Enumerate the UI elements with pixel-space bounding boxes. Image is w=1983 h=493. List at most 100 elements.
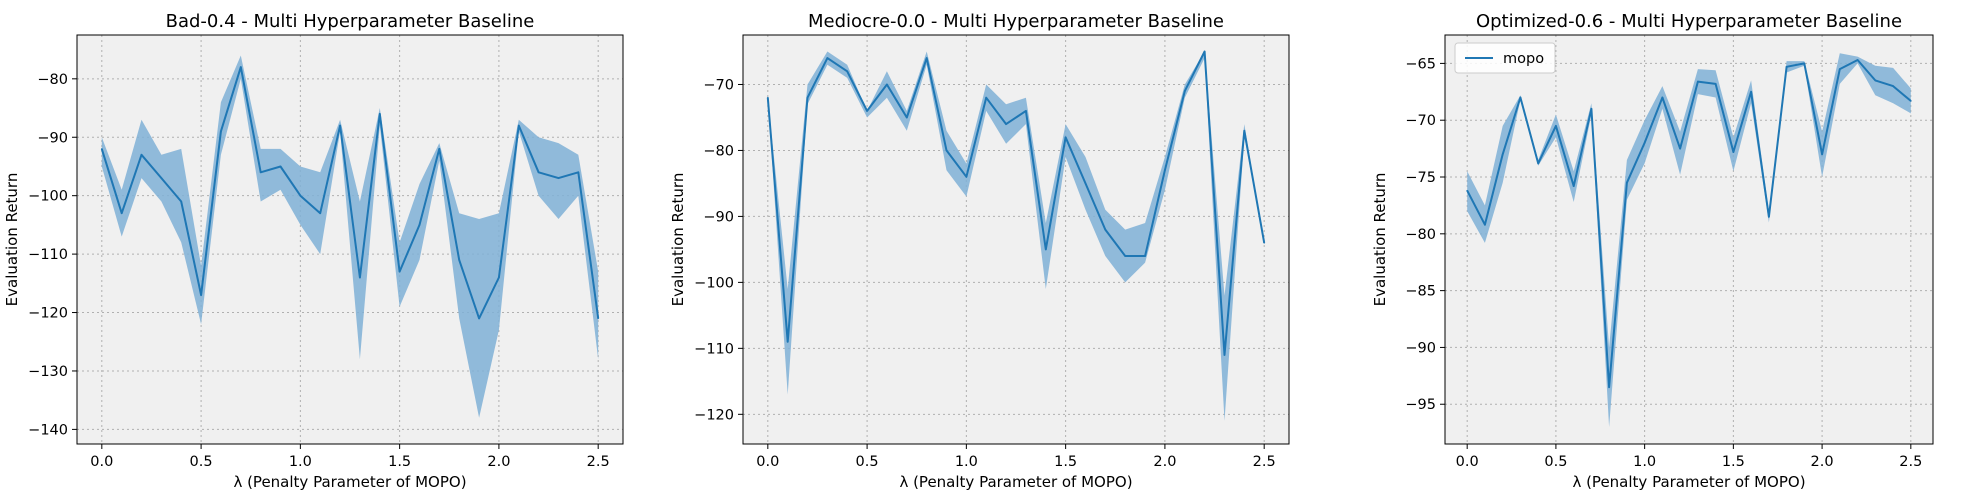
data-point: [1821, 153, 1823, 156]
x-axis-label: λ (Penalty Parameter of MOPO): [1572, 473, 1805, 491]
data-point: [1104, 228, 1107, 231]
data-point: [220, 130, 222, 133]
data-point: [577, 171, 580, 174]
y-axis-label: Evaluation Return: [3, 173, 21, 307]
y-tick-label: −100: [28, 189, 68, 205]
data-point: [1064, 136, 1067, 139]
data-point: [240, 66, 242, 68]
data-point: [767, 96, 769, 99]
y-tick-label: −80: [37, 72, 68, 88]
data-point: [1223, 354, 1226, 356]
legend-label: mopo: [1503, 51, 1544, 67]
x-tick-label: 0.0: [90, 454, 113, 470]
data-point: [537, 171, 540, 174]
data-point: [279, 165, 282, 168]
chart-title: Bad-0.4 - Multi Hyperparameter Baseline: [166, 11, 535, 32]
data-point: [1572, 185, 1575, 187]
data-point: [1697, 80, 1699, 83]
x-tick-label: 0.5: [1544, 454, 1567, 470]
data-point: [1124, 255, 1126, 257]
y-axis-label: Evaluation Return: [1371, 173, 1389, 307]
data-point: [1661, 96, 1664, 99]
y-tick-label: −120: [694, 407, 734, 423]
series-band-mopo: [767, 51, 1265, 421]
data-point: [378, 113, 381, 115]
y-tick-label: −130: [28, 364, 68, 380]
data-point: [985, 96, 988, 99]
y-tick-label: −90: [1405, 340, 1436, 356]
y-tick-label: −110: [28, 247, 68, 263]
data-point: [1555, 125, 1557, 127]
chart-panel-3: 0.0 0.5 1.0 1.5 2.0 2.5 −65 −70 −75 −80 −85 −90 −95 O…: [1371, 11, 1934, 491]
x-tick-label: 2.0: [487, 454, 510, 470]
x-tick-label: 1.0: [955, 454, 978, 470]
data-point: [398, 270, 401, 273]
data-point: [1183, 90, 1186, 92]
data-point: [826, 57, 829, 59]
data-point: [945, 149, 948, 152]
data-point: [1839, 68, 1841, 70]
y-axis-label: Evaluation Return: [669, 173, 687, 307]
data-point: [1590, 108, 1593, 110]
x-tick-label: 2.5: [1253, 454, 1276, 470]
x-tick-label: 2.5: [587, 454, 610, 470]
data-point: [1714, 83, 1717, 85]
data-point: [1044, 248, 1047, 251]
data-point: [200, 294, 202, 296]
data-point: [1679, 147, 1681, 150]
x-tick-label: 0.0: [1456, 454, 1479, 470]
data-point: [1243, 129, 1246, 132]
data-point: [1203, 50, 1206, 53]
data-point: [1164, 169, 1166, 172]
x-tick-label: 1.0: [289, 454, 312, 470]
data-point: [1466, 189, 1468, 192]
x-tick-label: 0.5: [190, 454, 213, 470]
y-tick-label: −70: [703, 77, 734, 93]
data-point: [517, 124, 520, 127]
data-point: [1144, 255, 1146, 257]
data-point: [438, 148, 441, 150]
y-tick-label: −75: [1405, 170, 1436, 186]
chart-title: Optimized-0.6 - Multi Hyperparameter Bas…: [1476, 11, 1902, 32]
y-tick-label: −65: [1405, 56, 1436, 72]
data-point: [319, 212, 322, 215]
y-tick-label: −140: [28, 422, 68, 438]
y-tick-label: −100: [694, 275, 734, 291]
data-point: [259, 171, 262, 174]
plot-frame: [76, 34, 624, 445]
data-point: [160, 177, 163, 179]
chart-panel-2: 0.0 0.5 1.0 1.5 2.0 2.5 −70 −80 −90 −100 −110 −120 M…: [669, 11, 1290, 491]
data-point: [1005, 123, 1007, 125]
data-point: [846, 70, 849, 73]
x-axis-label: λ (Penalty Parameter of MOPO): [899, 473, 1132, 491]
data-point: [1263, 241, 1265, 244]
data-point: [886, 83, 888, 86]
y-tick-label: −90: [37, 130, 68, 146]
y-tick-label: −80: [703, 143, 734, 159]
x-tick-label: 0.5: [856, 454, 879, 470]
data-point: [786, 340, 789, 343]
data-point: [1768, 215, 1770, 218]
data-point: [1643, 142, 1646, 144]
data-point: [557, 177, 560, 179]
series-line-mopo: [100, 66, 600, 320]
data-point: [906, 116, 908, 119]
data-point: [1484, 223, 1486, 226]
x-tick-label: 2.5: [1899, 454, 1922, 470]
x-tick-label: 1.0: [1633, 454, 1656, 470]
data-point: [359, 276, 361, 279]
x-tick-label: 2.0: [1153, 454, 1176, 470]
data-point: [1537, 162, 1539, 165]
data-point: [1750, 91, 1752, 93]
x-tick-label: 1.5: [388, 454, 411, 470]
y-tick-label: −95: [1405, 397, 1436, 413]
y-tick-label: −70: [1405, 113, 1436, 129]
data-point: [866, 110, 868, 112]
data-point: [965, 176, 968, 178]
data-point: [1519, 96, 1522, 99]
data-point: [1084, 182, 1087, 185]
data-point: [1803, 62, 1806, 65]
data-point: [806, 96, 809, 99]
chart-panel-1: 0.0 0.5 1.0 1.5 2.0 2.5 −80 −90 −100 −110 −120 −130…: [3, 11, 624, 491]
